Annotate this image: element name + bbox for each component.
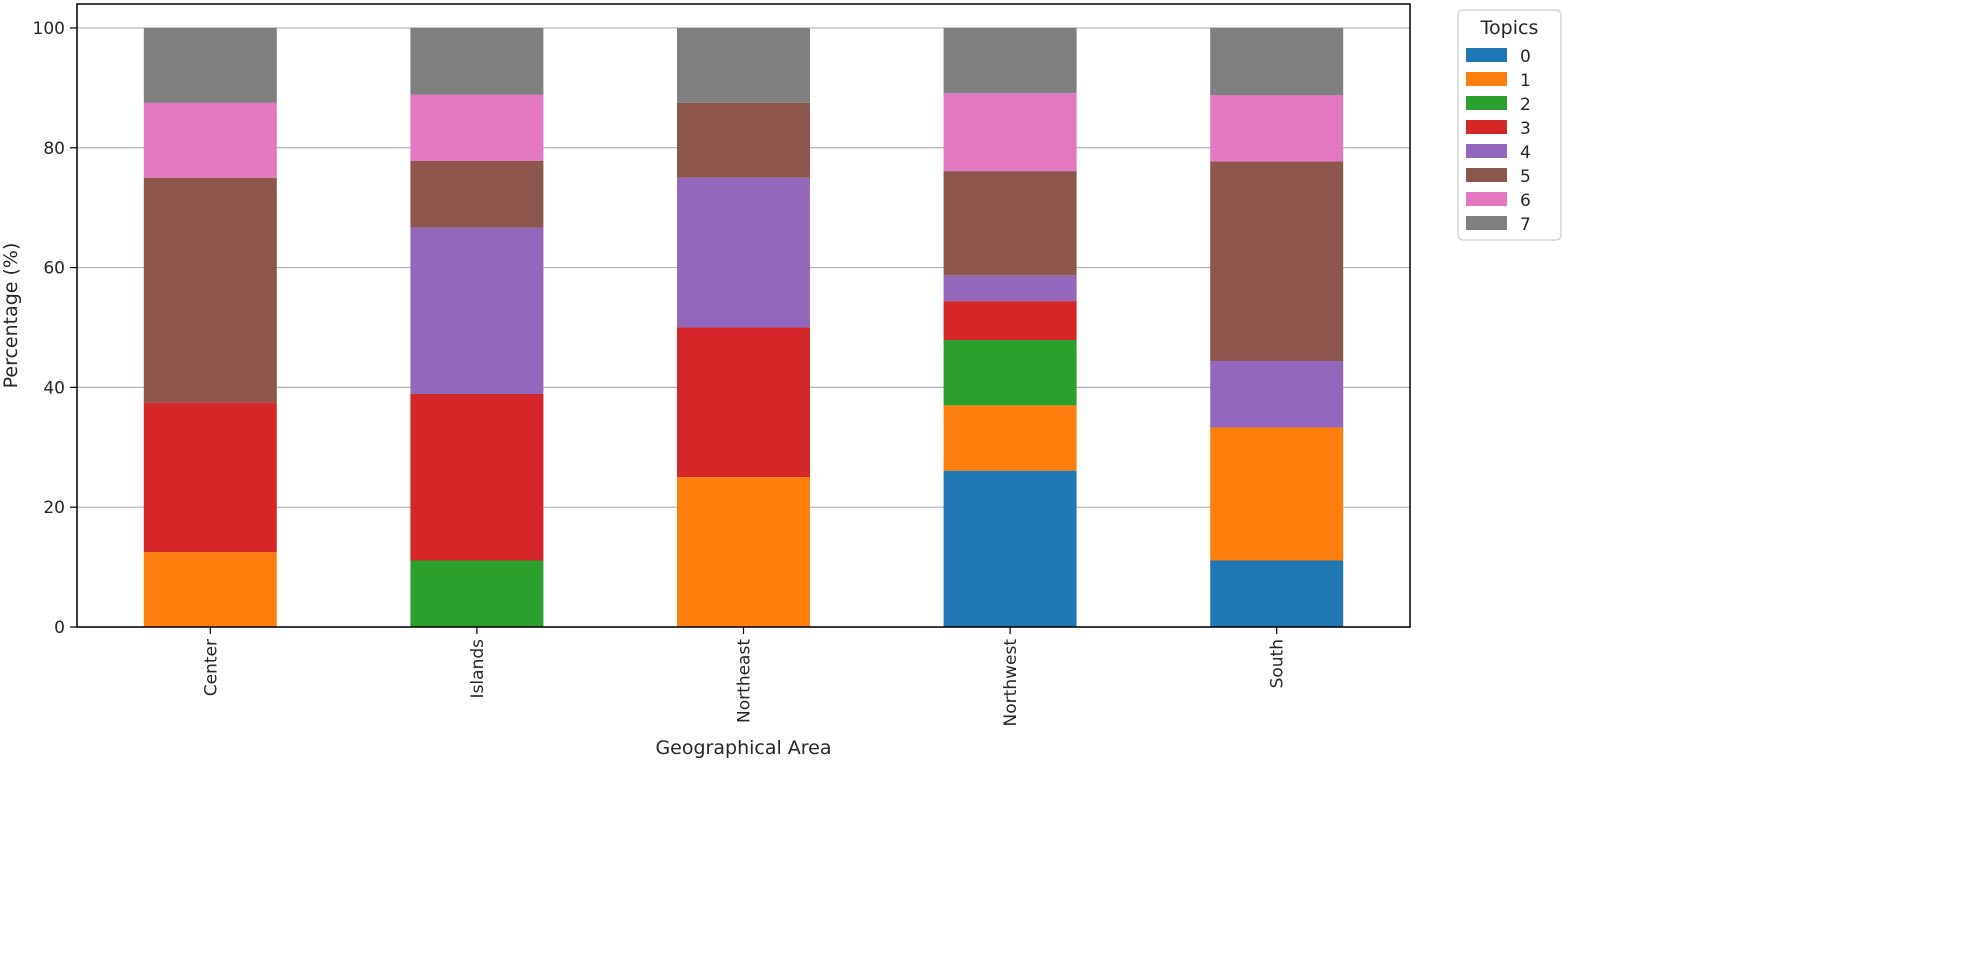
bar-northwest-topic-2 — [943, 340, 1077, 406]
legend-label-1: 1 — [1520, 71, 1531, 91]
x-tick-label-center: Center — [201, 639, 221, 696]
y-axis-label: Percentage (%) — [0, 243, 22, 389]
x-tick-label-islands: Islands — [468, 639, 488, 699]
bar-south-topic-6 — [1210, 95, 1344, 162]
bar-islands-topic-6 — [410, 94, 544, 161]
bar-center-topic-1 — [143, 552, 277, 627]
y-tick-label-0: 0 — [54, 618, 65, 638]
legend-swatch-1 — [1466, 72, 1507, 86]
bars — [143, 27, 1344, 627]
bar-south-topic-7 — [1210, 27, 1344, 96]
bar-northeast-topic-3 — [677, 327, 810, 478]
bar-center-topic-5 — [143, 177, 277, 403]
bar-northeast-topic-7 — [677, 27, 810, 103]
bar-south-topic-4 — [1210, 361, 1344, 428]
x-axis-label: Geographical Area — [655, 737, 831, 759]
legend: Topics 0 1 2 3 4 5 6 7 — [1457, 9, 1562, 241]
legend-swatch-6 — [1466, 192, 1507, 206]
x-tick-label-northeast: Northeast — [735, 639, 755, 723]
bar-islands-topic-4 — [410, 227, 544, 394]
bar-northwest-topic-4 — [943, 275, 1077, 302]
bar-islands-topic-7 — [410, 27, 544, 95]
legend-label-7: 7 — [1520, 215, 1531, 235]
legend-swatch-2 — [1466, 96, 1507, 110]
bar-center-topic-3 — [143, 402, 277, 553]
bar-south-topic-0 — [1210, 560, 1344, 627]
legend-label-6: 6 — [1520, 191, 1531, 211]
y-tick-label-20: 20 — [43, 498, 65, 518]
bar-islands-topic-3 — [410, 393, 544, 561]
legend-swatch-3 — [1466, 120, 1507, 134]
axis-ticks: 0 20 40 60 80 100 Center Islands Northeast Northw… — [33, 19, 1288, 726]
bar-northeast-topic-5 — [677, 102, 810, 178]
bar-south-topic-1 — [1210, 427, 1344, 561]
legend-title: Topics — [1480, 17, 1539, 39]
legend-label-0: 0 — [1520, 47, 1531, 67]
legend-box — [1457, 9, 1562, 241]
bar-northeast-topic-1 — [677, 477, 810, 627]
legend-label-3: 3 — [1520, 119, 1531, 139]
bar-northwest-topic-5 — [943, 171, 1077, 276]
legend-label-5: 5 — [1520, 167, 1531, 187]
bar-northwest-topic-3 — [943, 301, 1077, 341]
bar-islands-topic-5 — [410, 160, 544, 228]
legend-label-2: 2 — [1520, 95, 1531, 115]
bar-northwest-topic-1 — [943, 405, 1077, 471]
bar-northwest-topic-7 — [943, 27, 1077, 94]
legend-label-4: 4 — [1520, 143, 1531, 163]
legend-swatch-0 — [1466, 48, 1507, 62]
y-tick-label-80: 80 — [43, 139, 65, 159]
bar-northeast-topic-4 — [677, 177, 810, 328]
legend-swatch-5 — [1466, 168, 1507, 182]
y-tick-label-60: 60 — [43, 259, 65, 279]
bar-northwest-topic-0 — [943, 470, 1077, 627]
x-tick-label-south: South — [1268, 639, 1288, 688]
x-tick-label-northwest: Northwest — [1001, 639, 1021, 727]
bar-northwest-topic-6 — [943, 93, 1077, 172]
bar-south-topic-5 — [1210, 161, 1344, 362]
bar-center-topic-6 — [143, 102, 277, 178]
bar-center-topic-7 — [143, 27, 277, 103]
y-tick-label-100: 100 — [33, 19, 65, 39]
y-tick-label-40: 40 — [43, 378, 65, 398]
legend-swatch-4 — [1466, 144, 1507, 158]
bar-islands-topic-2 — [410, 560, 544, 627]
legend-swatch-7 — [1466, 216, 1507, 230]
